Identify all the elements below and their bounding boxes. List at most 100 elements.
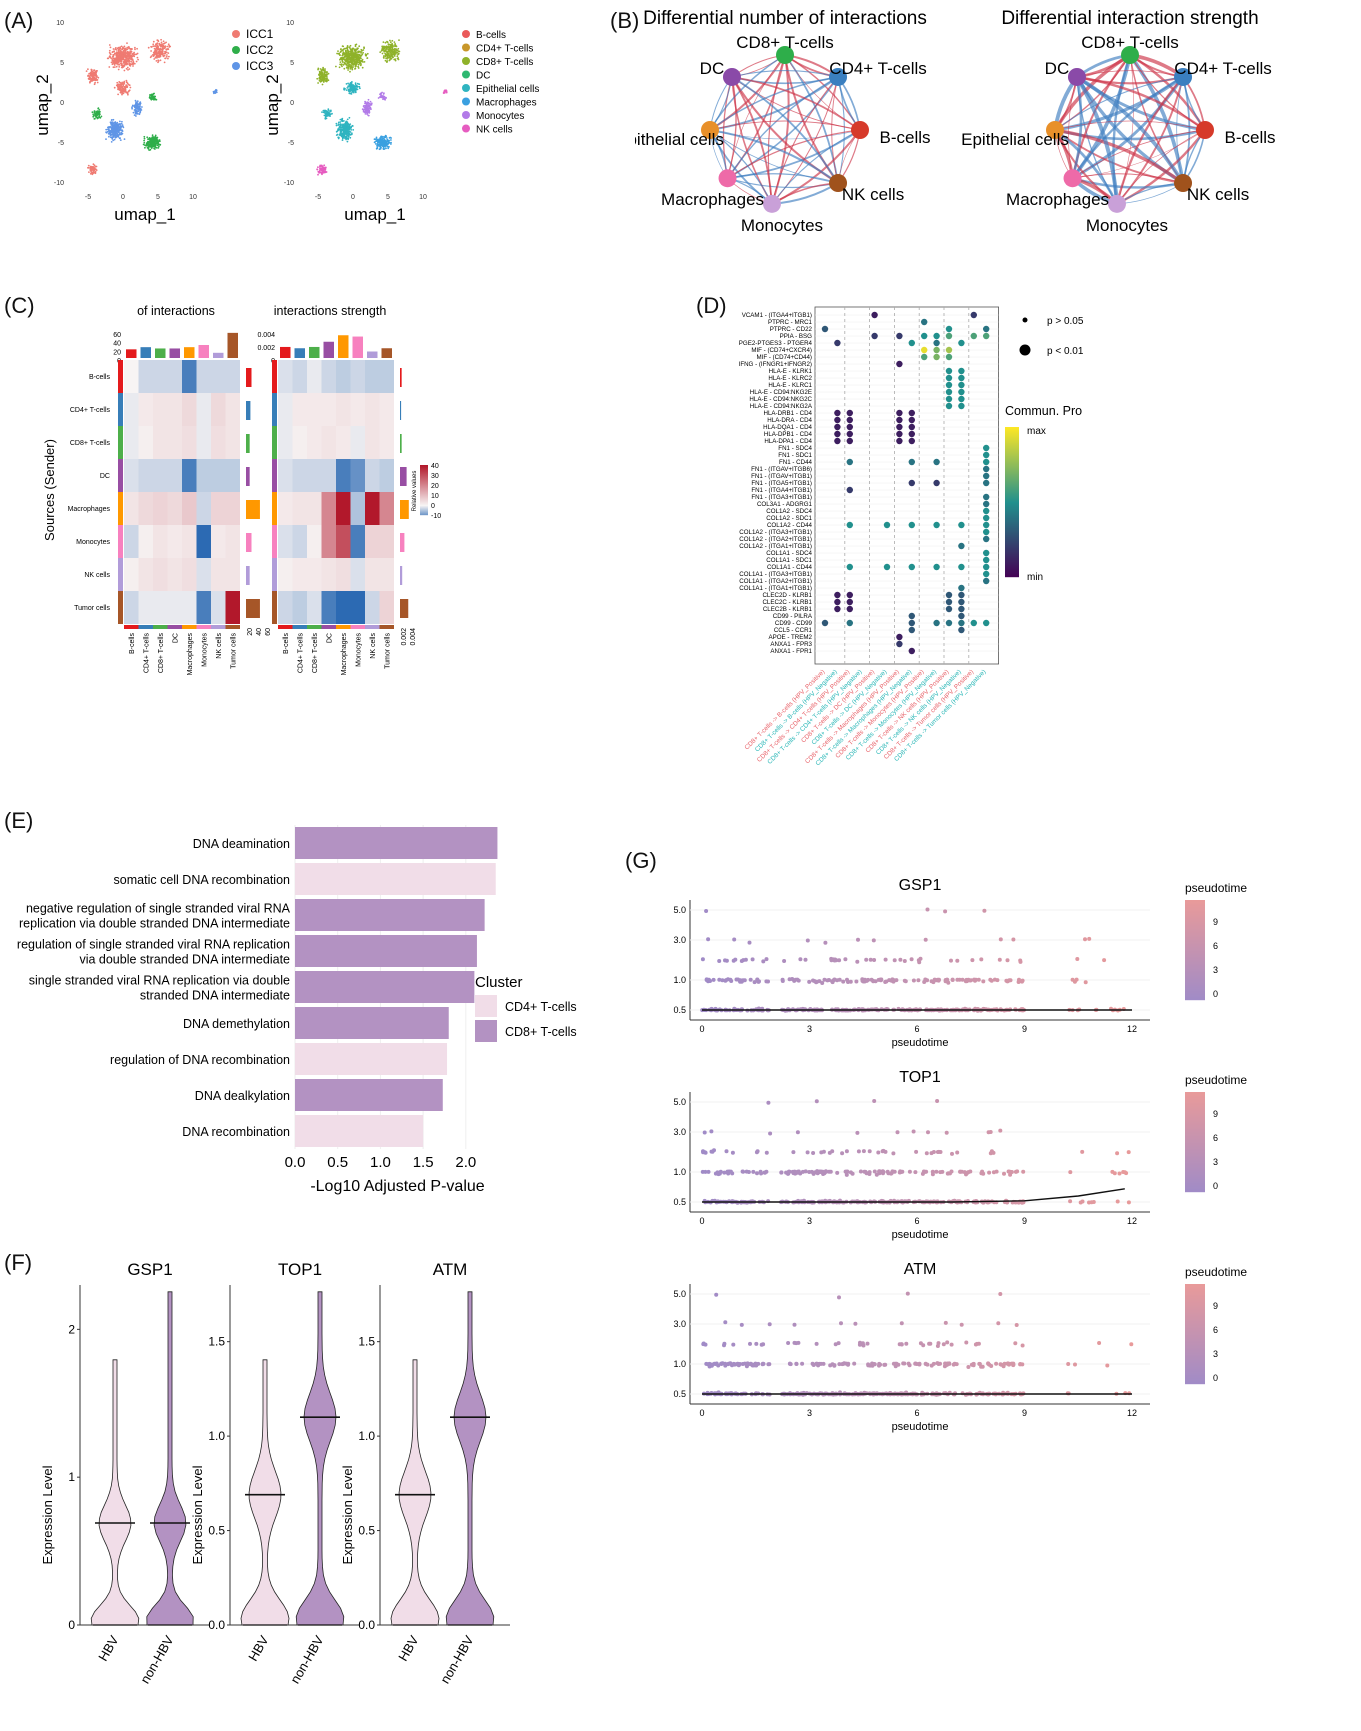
umap-cell-point <box>354 45 357 48</box>
pseudotime-point <box>884 979 889 984</box>
umap-cell-point <box>317 170 320 173</box>
umap-cell-point <box>105 138 107 141</box>
umap-cell-point <box>154 50 156 53</box>
umap-cell-point <box>326 77 329 79</box>
umap-cell-point <box>94 168 97 171</box>
umap-cell-point <box>152 143 154 146</box>
umap-cell-point <box>364 108 367 111</box>
umap-cell-point <box>353 56 356 59</box>
umap-cell-point <box>391 44 394 46</box>
dotplot-point <box>834 598 841 606</box>
umap-cell-point <box>348 63 350 66</box>
dotplot-point <box>983 332 990 340</box>
umap-cell-point <box>345 138 347 141</box>
umap-cell-point <box>347 122 349 125</box>
pseudotime-colorbar-swatch <box>1185 908 1205 910</box>
umap-cell-point <box>116 86 119 88</box>
umap-cell-point <box>397 53 399 56</box>
heatmap-top-tick: 20 <box>113 349 121 356</box>
network-node <box>829 67 848 86</box>
dotplot-point <box>921 353 928 361</box>
umap-cell-point <box>158 139 161 141</box>
heatmap-cell <box>196 492 211 525</box>
umap-cell-point <box>396 57 399 60</box>
pseudotime-colorbar-swatch <box>1185 910 1205 912</box>
umap-cell-point <box>321 75 324 78</box>
dotplot-point <box>834 430 841 438</box>
umap-cell-point <box>355 65 357 67</box>
bar-category-label: DNA dealkylation <box>195 1089 290 1103</box>
umap-cell-point <box>364 113 367 115</box>
umap-cell-point <box>94 113 96 115</box>
dotplot-point <box>958 626 965 634</box>
dotplot-row-label: COL1A1 - SDC1 <box>766 557 812 564</box>
umap-cell-point <box>378 145 380 147</box>
pseudotime-legend-title: pseudotime <box>1185 881 1247 895</box>
umap-cell-point <box>85 70 88 72</box>
umap-cell-point <box>116 83 119 86</box>
network-node <box>1121 46 1139 64</box>
umap-cell-point <box>344 128 347 131</box>
umap-cell-point <box>169 45 172 48</box>
umap-cell-point <box>115 52 118 55</box>
umap-cell-point <box>114 48 117 51</box>
dotplot-colorbar-swatch <box>1005 492 1019 494</box>
umap-cell-point <box>162 54 165 57</box>
umap-cell-point <box>348 132 350 135</box>
umap-cell-point <box>135 103 137 106</box>
dotplot-row-label: COL3A1 - ADGRG1 <box>757 501 813 508</box>
violin-ytick: 1.5 <box>358 1335 375 1349</box>
heatmap-cell <box>321 393 336 426</box>
heatmap-col-label: NK cells <box>216 633 223 659</box>
dotplot-colorbar-swatch <box>1005 542 1019 544</box>
dotplot-colorbar-swatch <box>1005 545 1019 547</box>
network-node <box>1174 174 1193 193</box>
pseudotime-colorbar-swatch <box>1185 915 1205 917</box>
dotplot-colorbar-swatch <box>1005 470 1019 472</box>
dotplot-row-label: CLEC2B - KLRB1 <box>763 606 813 613</box>
heatmap-top-bar <box>213 352 224 358</box>
umap-ytick: 0 <box>290 100 294 107</box>
umap-cell-point <box>114 136 117 138</box>
heatmap-cell <box>153 360 168 393</box>
dotplot-point <box>945 591 953 599</box>
umap-xtick: 5 <box>156 194 160 201</box>
dotplot-point <box>945 395 953 403</box>
pseudotime-colorbar-swatch <box>1185 919 1205 921</box>
umap-cell-point <box>373 141 376 144</box>
umap-cell-point <box>112 118 115 121</box>
pseudotime-colorbar-swatch <box>1185 973 1205 975</box>
heatmap-top-tick: 0.004 <box>257 332 275 339</box>
umap-cell-point <box>361 49 363 52</box>
umap-cell-point <box>94 117 96 120</box>
umap-cell-point <box>132 52 134 55</box>
violin-group-label: non-HBV <box>137 1633 177 1686</box>
heatmap-cell <box>365 591 380 624</box>
heatmap-cell <box>167 525 182 558</box>
dotplot-colorbar-swatch <box>1005 487 1019 489</box>
umap-cell-point <box>352 52 354 54</box>
umap-cell-point <box>389 57 392 60</box>
dotplot-legend-large-dot <box>1019 344 1031 356</box>
umap-cell-point <box>165 48 168 51</box>
dotplot-point <box>908 416 915 424</box>
pseudotime-point <box>787 977 792 982</box>
pseudotime-colorbar-swatch <box>1185 979 1205 981</box>
network-diff-number: Differential number of interactionsCD8+ … <box>635 8 931 235</box>
pseudotime-colorbar-swatch <box>1185 924 1205 926</box>
pseudotime-colorbar-swatch <box>1185 930 1205 932</box>
umap-xtick: -5 <box>315 194 321 201</box>
pseudotime-point <box>1017 977 1021 982</box>
dotplot-colorbar-swatch <box>1005 460 1019 462</box>
pseudotime-colorbar-swatch <box>1185 904 1205 906</box>
umap-cell-point <box>120 82 123 85</box>
heatmap-cell <box>225 393 240 426</box>
heatmap-cell <box>365 525 380 558</box>
network-node-label: CD8+ T-cells <box>736 33 833 52</box>
umap-cell-point <box>87 74 90 77</box>
umap-cell-point <box>150 96 153 99</box>
heatmap-row-strip <box>118 492 123 525</box>
dotplot-row-label: FN1 - (ITGA4+ITGB1) <box>751 487 812 494</box>
umap-cell-point <box>155 140 158 143</box>
umap-cell-point <box>379 137 382 140</box>
